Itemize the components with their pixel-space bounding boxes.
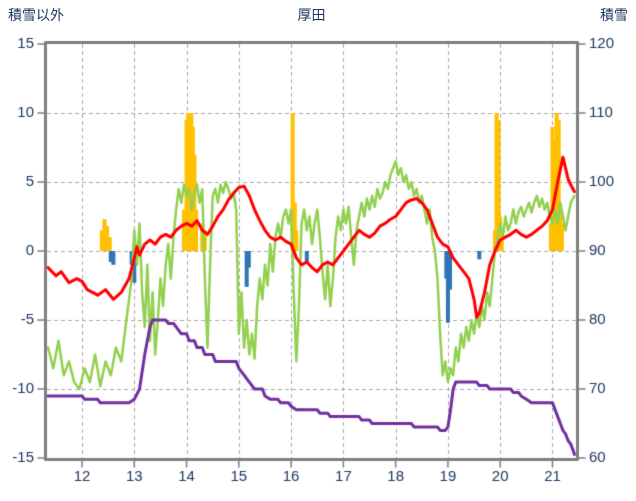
right-axis-title: 積雪 <box>600 7 628 23</box>
chart-title: 厚田 <box>297 7 326 23</box>
left-axis-title: 積雪以外 <box>8 7 64 23</box>
